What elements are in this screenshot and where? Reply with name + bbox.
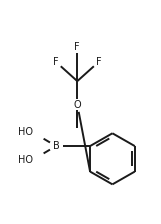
Text: B: B — [53, 141, 59, 151]
Text: F: F — [96, 57, 101, 67]
Text: F: F — [53, 57, 59, 67]
Text: HO: HO — [18, 127, 33, 137]
Text: F: F — [75, 42, 80, 52]
Text: O: O — [73, 99, 81, 110]
Text: HO: HO — [18, 155, 33, 165]
